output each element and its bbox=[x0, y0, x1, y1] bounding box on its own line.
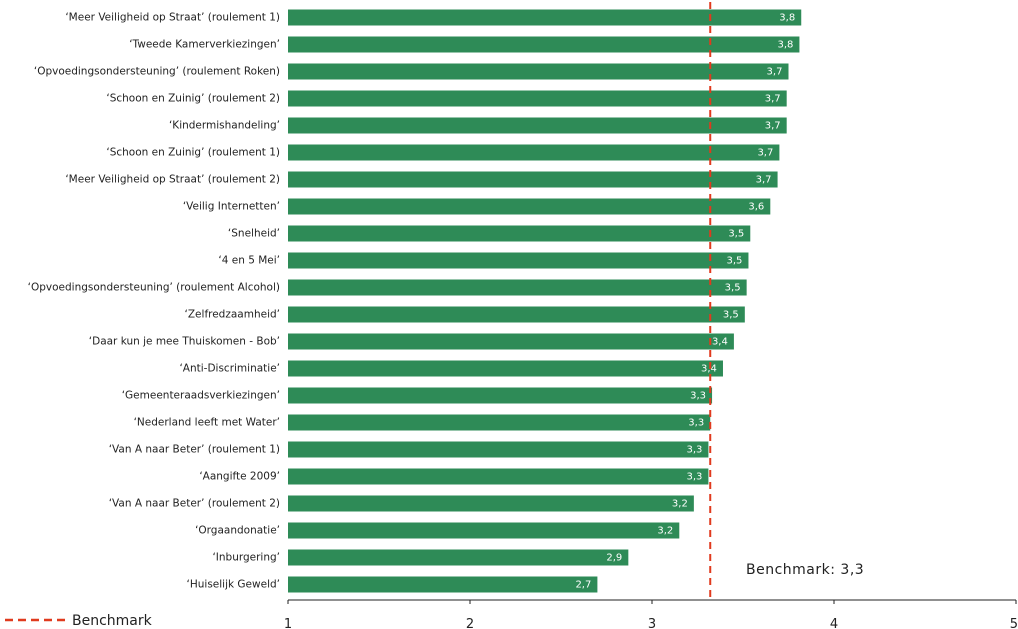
category-label: ‘Nederland leeft met Water’ bbox=[134, 417, 280, 429]
category-label: ‘Orgaandonatie’ bbox=[195, 525, 280, 537]
category-labels: ‘Meer Veiligheid op Straat’ (roulement 1… bbox=[28, 12, 280, 591]
legend-benchmark-label: Benchmark bbox=[72, 613, 153, 629]
category-label: ‘Meer Veiligheid op Straat’ (roulement 2… bbox=[65, 174, 280, 186]
category-label: ‘Veilig Internetten’ bbox=[183, 201, 280, 213]
data-label: 3,7 bbox=[757, 148, 773, 159]
bar bbox=[288, 576, 598, 593]
x-axis-ticks: 1 2 3 4 5 bbox=[284, 600, 1018, 629]
data-label: 2,7 bbox=[575, 580, 591, 591]
data-label: 3,3 bbox=[686, 472, 702, 483]
category-label: ‘Snelheid’ bbox=[228, 228, 280, 240]
bar bbox=[288, 279, 747, 296]
data-label: 3,7 bbox=[756, 175, 772, 186]
category-label: ‘Anti-Discriminatie’ bbox=[179, 363, 280, 375]
category-label: ‘Zelfredzaamheid’ bbox=[185, 309, 280, 321]
benchmark-layer: Benchmark: 3,3 bbox=[709, 2, 864, 602]
data-label: 3,5 bbox=[728, 229, 744, 240]
x-tick-label: 1 bbox=[284, 617, 292, 629]
bar bbox=[288, 387, 713, 404]
bar bbox=[288, 468, 709, 485]
category-label: ‘Van A naar Beter’ (roulement 2) bbox=[109, 498, 280, 510]
bar bbox=[288, 90, 787, 107]
benchmark-annotation: Benchmark: 3,3 bbox=[746, 562, 864, 578]
bar bbox=[288, 441, 709, 458]
data-label: 3,7 bbox=[767, 67, 783, 78]
x-tick-label: 4 bbox=[830, 617, 838, 629]
bar bbox=[288, 36, 800, 53]
data-label: 3,5 bbox=[723, 310, 739, 321]
bar bbox=[288, 225, 751, 242]
x-tick-label: 5 bbox=[1010, 617, 1018, 629]
data-label: 3,3 bbox=[686, 445, 702, 456]
bar bbox=[288, 144, 780, 161]
bar bbox=[288, 333, 734, 350]
data-label: 3,5 bbox=[727, 256, 743, 267]
data-label: 3,4 bbox=[712, 337, 728, 348]
category-label: ‘Kindermishandeling’ bbox=[169, 120, 280, 132]
data-label: 2,9 bbox=[606, 553, 622, 564]
data-label: 3,4 bbox=[701, 364, 717, 375]
category-label: ‘Tweede Kamerverkiezingen’ bbox=[129, 39, 280, 51]
category-label: ‘Huiselijk Geweld’ bbox=[187, 579, 280, 591]
category-label: ‘Van A naar Beter’ (roulement 1) bbox=[109, 444, 280, 456]
bar bbox=[288, 171, 778, 188]
x-tick-label: 3 bbox=[648, 617, 656, 629]
bar bbox=[288, 252, 749, 269]
data-label: 3,3 bbox=[688, 418, 704, 429]
bars-layer bbox=[288, 9, 802, 593]
category-label: ‘4 en 5 Mei’ bbox=[218, 255, 280, 267]
data-label: 3,8 bbox=[777, 40, 793, 51]
legend: Benchmark bbox=[5, 613, 153, 629]
bar bbox=[288, 522, 680, 539]
bar bbox=[288, 549, 629, 566]
x-tick-label: 2 bbox=[466, 617, 474, 629]
data-label: 3,2 bbox=[672, 499, 688, 510]
data-label: 3,3 bbox=[690, 391, 706, 402]
data-label: 3,2 bbox=[657, 526, 673, 537]
bar bbox=[288, 9, 802, 26]
bar bbox=[288, 306, 745, 323]
value-labels: 3,8 3,8 3,7 3,7 3,7 3,7 3,7 3,6 3,5 3,5 3,5 3,5 3,4 3… bbox=[575, 13, 795, 591]
category-label: ‘Schoon en Zuinig’ (roulement 1) bbox=[106, 147, 280, 159]
category-label: ‘Meer Veiligheid op Straat’ (roulement 1… bbox=[65, 12, 280, 24]
category-label: ‘Schoon en Zuinig’ (roulement 2) bbox=[106, 93, 280, 105]
category-label: ‘Aangifte 2009’ bbox=[199, 471, 280, 483]
category-label: ‘Inburgering’ bbox=[212, 552, 280, 564]
category-label: ‘Gemeenteraadsverkiezingen’ bbox=[122, 390, 280, 402]
category-label: ‘Opvoedingsondersteuning’ (roulement Rok… bbox=[34, 66, 280, 78]
bar bbox=[288, 198, 771, 215]
data-label: 3,7 bbox=[765, 94, 781, 105]
data-label: 3,5 bbox=[725, 283, 741, 294]
data-label: 3,7 bbox=[765, 121, 781, 132]
bar bbox=[288, 117, 787, 134]
bar bbox=[288, 495, 694, 512]
category-label: ‘Daar kun je mee Thuiskomen - Bob’ bbox=[89, 336, 280, 348]
data-label: 3,6 bbox=[748, 202, 764, 213]
data-label: 3,8 bbox=[779, 13, 795, 24]
bar bbox=[288, 414, 711, 431]
bar bbox=[288, 360, 723, 377]
category-label: ‘Opvoedingsondersteuning’ (roulement Alc… bbox=[28, 282, 280, 294]
bar bbox=[288, 63, 789, 80]
